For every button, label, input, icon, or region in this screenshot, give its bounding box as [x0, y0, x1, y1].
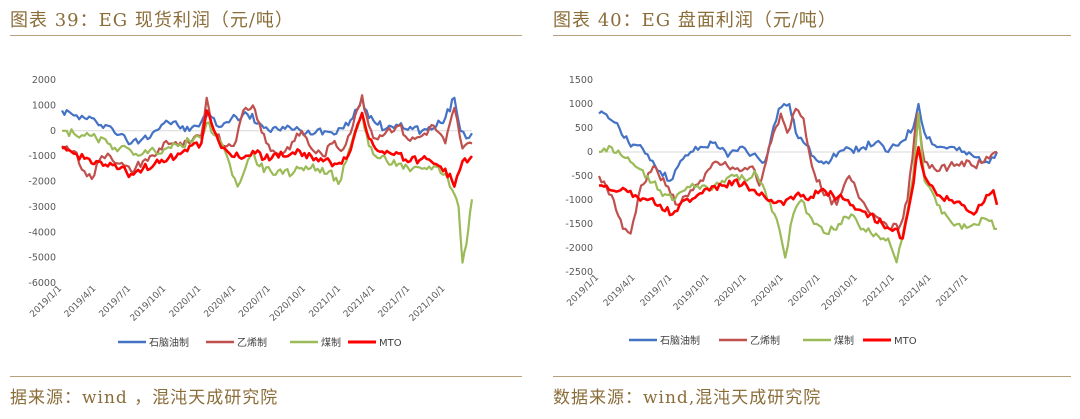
y-tick-label: 0 — [587, 147, 593, 158]
figure-title: 图表 40：EG 盘面利润（元/吨） — [553, 10, 837, 31]
y-tick-label: -1500 — [565, 219, 593, 230]
legend-label: 石脑油制 — [149, 336, 189, 349]
figure-39-panel: 图表 39：EG 现货利润（元/吨） 2000 1000 0 -1000 -2000 -3… — [10, 0, 522, 419]
x-tick-label: 2019/4/1 — [63, 284, 99, 320]
y-tick-label: 1500 — [569, 75, 593, 86]
x-tick-label: 2020/4/1 — [750, 273, 786, 309]
x-tick-label: 2021/4/1 — [898, 273, 934, 309]
legend-label: 石脑油制 — [660, 334, 700, 347]
y-tick-label: 500 — [575, 123, 593, 134]
y-tick-label: -4000 — [28, 227, 56, 238]
source-divider — [553, 376, 1071, 377]
x-tick-label: 2019/7/1 — [639, 273, 675, 309]
legend-label: 煤制 — [834, 334, 854, 347]
y-tick-label: 1000 — [32, 100, 56, 111]
series-line-2 — [62, 111, 474, 264]
series-line-3 — [598, 145, 999, 240]
x-tick-label: 2021/10/1 — [408, 284, 448, 324]
figure-40-panel: 图表 40：EG 盘面利润（元/吨） 1500 1000 500 0 -500 -1000… — [553, 0, 1071, 419]
y-tick-label: 2000 — [32, 75, 56, 86]
eg-futures-profit-chart: 150010005000-500-1000-1500-2000-25002019… — [565, 75, 999, 347]
x-tick-label: 2021/7/1 — [935, 273, 971, 309]
legend-label: 乙烯制 — [750, 334, 780, 347]
x-tick-label: 2019/7/1 — [98, 284, 134, 320]
legend-label: 乙烯制 — [237, 336, 267, 349]
x-tick-label: 2020/1/1 — [713, 273, 749, 309]
legend-label: 煤制 — [321, 336, 341, 349]
series-line-0 — [61, 96, 473, 146]
x-tick-label: 2020/10/1 — [820, 273, 860, 313]
legend-label: MTO — [379, 338, 402, 349]
x-tick-label: 2020/4/1 — [203, 284, 239, 320]
y-tick-label: -3000 — [28, 202, 56, 213]
source-note: 数据来源：wind,混沌天成研究院 — [553, 388, 822, 408]
x-tick-label: 2019/10/1 — [129, 284, 169, 324]
x-tick-label: 2019/4/1 — [602, 273, 638, 309]
y-tick-label: 0 — [50, 126, 56, 137]
y-tick-label: -2000 — [565, 243, 593, 254]
x-tick-label: 2020/7/1 — [787, 273, 823, 309]
x-tick-label: 2021/1/1 — [308, 284, 344, 320]
title-divider — [553, 35, 1071, 36]
source-note: 据来源：wind ，混沌天成研究院 — [10, 388, 279, 408]
series-line-2 — [598, 112, 998, 264]
x-tick-label: 2020/7/1 — [237, 284, 273, 320]
x-tick-label: 2020/1/1 — [168, 284, 204, 320]
series-line-1 — [597, 107, 998, 235]
x-tick-label: 2021/7/1 — [377, 284, 413, 320]
y-tick-label: -500 — [571, 171, 593, 182]
x-tick-label: 2019/1/1 — [565, 273, 601, 309]
series-line-0 — [598, 102, 999, 182]
title-divider — [10, 35, 522, 36]
y-tick-label: -5000 — [28, 253, 56, 264]
legend-label: MTO — [894, 336, 917, 347]
source-divider — [10, 376, 522, 377]
x-tick-label: 2019/10/1 — [672, 273, 712, 313]
y-tick-label: -1000 — [565, 195, 593, 206]
series-line-3 — [61, 109, 474, 188]
x-tick-label: 2020/10/1 — [268, 284, 308, 324]
y-tick-label: 1000 — [569, 99, 593, 110]
x-tick-label: 2021/4/1 — [342, 284, 378, 320]
series-line-1 — [61, 94, 473, 181]
figure-title: 图表 39：EG 现货利润（元/吨） — [10, 10, 294, 31]
eg-spot-profit-chart: 200010000-1000-2000-3000-4000-5000-60002… — [28, 75, 474, 349]
x-tick-label: 2019/1/1 — [28, 284, 64, 320]
y-tick-label: -2000 — [28, 177, 56, 188]
x-tick-label: 2021/1/1 — [861, 273, 897, 309]
y-tick-label: -1000 — [28, 151, 56, 162]
y-tick-label: -6000 — [28, 278, 56, 289]
y-tick-label: -2500 — [565, 267, 593, 278]
